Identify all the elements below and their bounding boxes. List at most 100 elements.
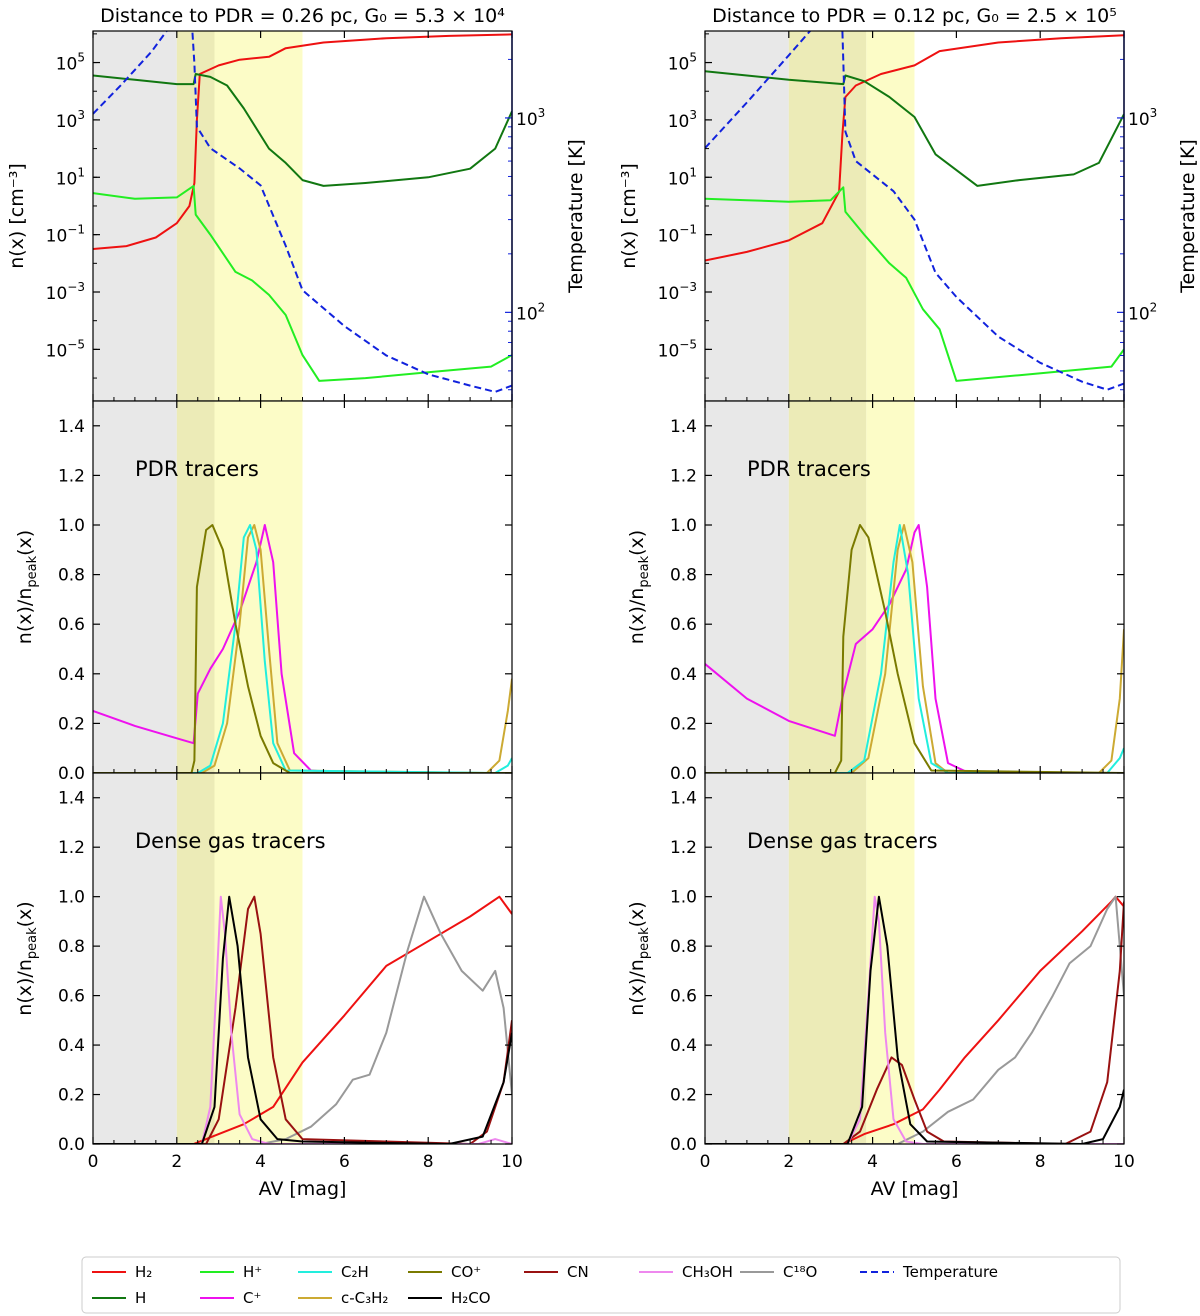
- temperature-tick-label: 102: [1128, 300, 1157, 324]
- legend-item-H2CO: H₂CO: [408, 1289, 491, 1307]
- series-c18o: [705, 895, 1124, 1144]
- y-tick-label: 0.6: [670, 615, 697, 635]
- legend-item-cC3H2: c-C₃H₂: [298, 1289, 388, 1307]
- series-h: [705, 70, 1124, 187]
- density-axis-label: n(x) [cm⁻³]: [618, 163, 640, 269]
- pdr-tracers-panel: PDR tracers 0.0 0.2 0.4 0.6 0.8 1.0 1.2 1.4 n(x)/…: [14, 400, 513, 784]
- series-c-c3h2: [705, 524, 1124, 773]
- plot-frame: [704, 772, 1125, 1145]
- x-axis-label: AV [mag]: [871, 1178, 959, 1200]
- series-hplus: [705, 186, 1124, 382]
- series-coplus: [93, 524, 512, 773]
- temperature-axis-label: Temperature [K]: [1177, 139, 1199, 294]
- x-tick-label: 0: [700, 1152, 711, 1172]
- legend-label: H₂: [135, 1263, 152, 1281]
- x-axis-label: AV [mag]: [259, 1178, 347, 1200]
- legend-label: H₂CO: [451, 1289, 491, 1307]
- y-tick-label: 0.6: [58, 987, 85, 1007]
- column-1: Distance to PDR = 0.26 pc, G₀ = 5.3 × 10…: [6, 5, 587, 1200]
- y-tick-label: 1.0: [58, 888, 85, 908]
- legend: H₂ H H⁺ C⁺ C₂H c-C₃H₂ CO⁺ H₂CO CN CH₃OH C¹⁸O Temper…: [81, 1256, 1121, 1314]
- normalized-axis-label: n(x)/npeak(x): [626, 530, 652, 644]
- pdr-tracers-label: PDR tracers: [747, 457, 871, 481]
- series-h2: [93, 33, 512, 250]
- overlap-region: [788, 773, 867, 1144]
- series-cplus: [93, 524, 512, 773]
- overlap-region: [788, 401, 867, 773]
- y-tick-label: 1.2: [670, 838, 697, 858]
- series-group: [705, 31, 1124, 391]
- overlap-region: [788, 31, 867, 401]
- series-h2co: [705, 895, 1124, 1144]
- yellow-region: [214, 31, 303, 401]
- series-c-c3h2: [93, 524, 512, 773]
- series-c2h: [705, 524, 1124, 773]
- legend-label: C¹⁸O: [783, 1263, 817, 1281]
- y-tick-label: 1.4: [670, 789, 697, 809]
- legend-label: CO⁺: [451, 1263, 481, 1281]
- x-tick-label: 8: [423, 1152, 434, 1172]
- y-tick-label: 0.2: [58, 714, 85, 734]
- y-tick-label: 0.0: [58, 764, 85, 784]
- series-group: [93, 31, 512, 393]
- legend-item-CN: CN: [524, 1263, 589, 1281]
- yellow-region: [214, 773, 303, 1144]
- series-h2: [93, 895, 512, 1144]
- y-tick-label: 1.0: [58, 516, 85, 536]
- legend-label: H⁺: [243, 1263, 262, 1281]
- legend-item-H2: H₂: [92, 1263, 152, 1281]
- y-tick-label: 0.8: [670, 937, 697, 957]
- y-tick-label: 0.4: [670, 665, 697, 685]
- y-tick-label: 101: [668, 165, 697, 189]
- y-tick-label: 10−3: [46, 280, 85, 304]
- y-tick-label: 0.6: [670, 987, 697, 1007]
- y-tick-label: 1.4: [670, 417, 697, 437]
- series-group: [705, 524, 1124, 773]
- y-tick-label: 0.4: [58, 1036, 85, 1056]
- series-coplus: [705, 524, 1124, 773]
- abundance-panel: 105 103 101 10−1 10−3 10−5 103 102 n(x) [cm⁻³] Te…: [618, 30, 1199, 402]
- legend-label: CH₃OH: [682, 1263, 733, 1281]
- series-h2: [705, 34, 1124, 262]
- column-2: Distance to PDR = 0.12 pc, G₀ = 2.5 × 10…: [618, 5, 1199, 1200]
- series-ch3oh: [93, 895, 512, 1144]
- x-tick-label: 4: [867, 1152, 878, 1172]
- y-tick-label: 1.0: [670, 888, 697, 908]
- y-tick-label: 10−5: [46, 337, 85, 361]
- y-tick-label: 0.4: [670, 1036, 697, 1056]
- y-tick-label: 0.8: [58, 566, 85, 586]
- pdr-tracers-label: PDR tracers: [135, 457, 259, 481]
- grey-region: [705, 773, 789, 1144]
- x-tick-label: 6: [339, 1152, 350, 1172]
- y-tick-label: 10−1: [46, 223, 85, 247]
- y-tick-label: 0.2: [58, 1086, 85, 1106]
- y-tick-label: 105: [56, 51, 85, 75]
- temperature-tick-label: 102: [516, 300, 545, 324]
- grey-region: [705, 401, 789, 773]
- legend-label: CN: [567, 1263, 589, 1281]
- overlap-region: [176, 773, 215, 1144]
- dense-gas-label: Dense gas tracers: [747, 829, 938, 853]
- y-tick-label: 1.2: [58, 466, 85, 486]
- normalized-axis-label: n(x)/npeak(x): [14, 901, 40, 1015]
- y-tick-label: 1.0: [670, 516, 697, 536]
- y-tick-label: 10−3: [658, 280, 697, 304]
- legend-label: C⁺: [243, 1289, 261, 1307]
- series-group: [705, 895, 1124, 1144]
- plot-frame: [92, 772, 513, 1145]
- legend-label: C₂H: [341, 1263, 369, 1281]
- panel-title: Distance to PDR = 0.12 pc, G₀ = 2.5 × 10…: [712, 5, 1117, 27]
- abundance-panel: 105 103 101 10−1 10−3 10−5 103 102 n(x) [cm⁻³] Te…: [6, 30, 587, 402]
- pdr-tracers-panel: PDR tracers 0.0 0.2 0.4 0.6 0.8 1.0 1.2 1.4 n(x)/…: [626, 400, 1125, 784]
- y-tick-label: 0.8: [670, 566, 697, 586]
- x-tick-label: 4: [255, 1152, 266, 1172]
- grey-region: [93, 31, 177, 401]
- dense-gas-panel: Dense gas tracers 0.0 0.2 0.4 0.6 0.8 1.0 1.2 1.…: [626, 772, 1125, 1155]
- x-tick-label: 2: [783, 1152, 794, 1172]
- y-tick-label: 103: [668, 108, 697, 132]
- series-cn: [705, 901, 1124, 1144]
- y-tick-label: 0.4: [58, 665, 85, 685]
- y-tick-label: 0.2: [670, 714, 697, 734]
- y-tick-label: 101: [56, 165, 85, 189]
- x-tick-label: 2: [171, 1152, 182, 1172]
